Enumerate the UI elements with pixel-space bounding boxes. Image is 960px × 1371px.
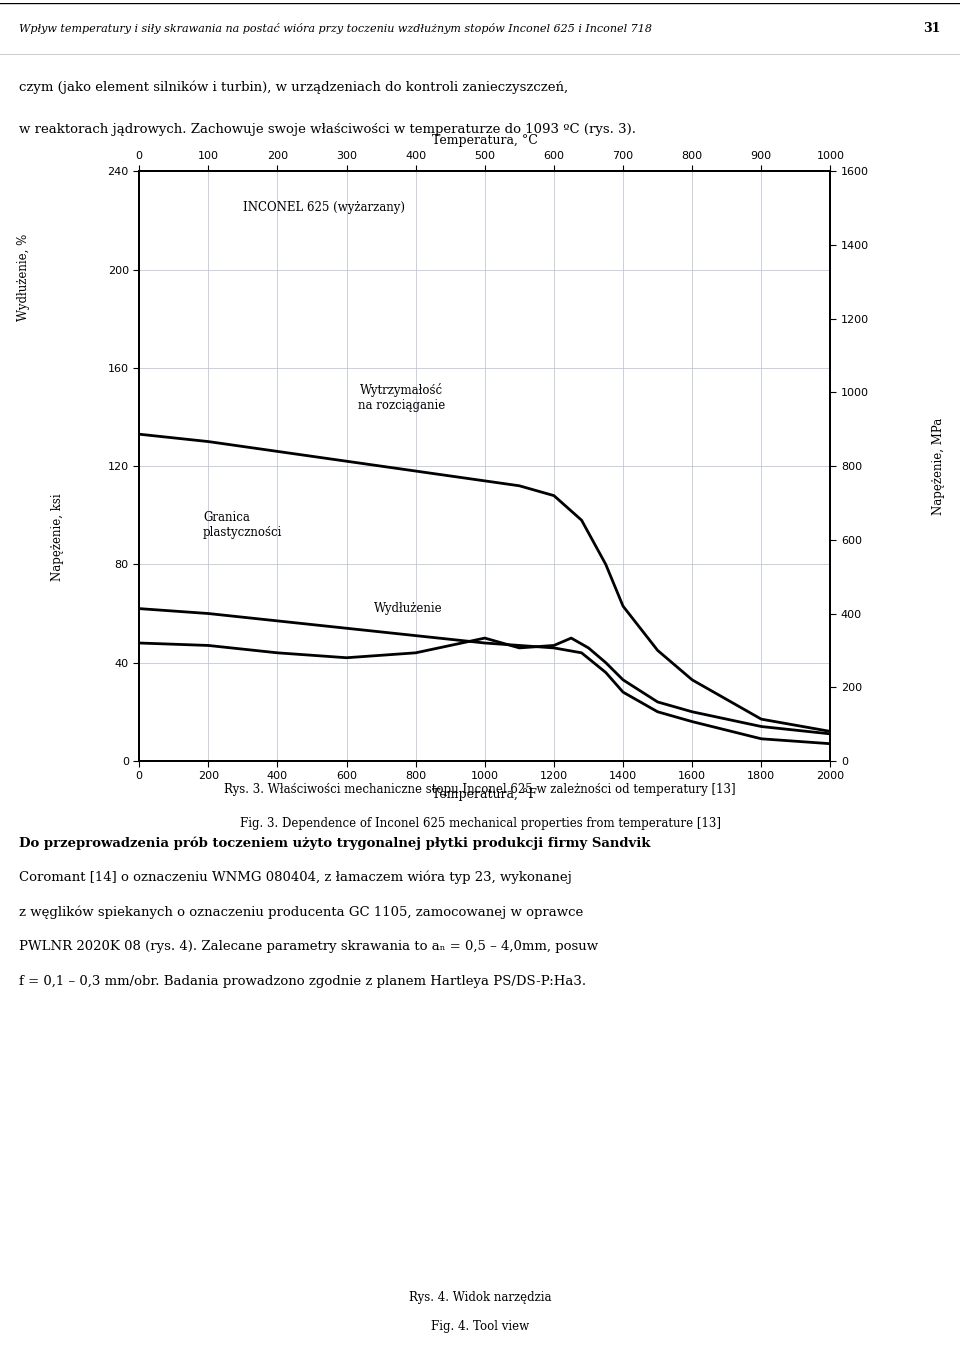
Text: Granica
plastyczności: Granica plastyczności bbox=[204, 511, 282, 539]
Text: Coromant [14] o oznaczeniu WNMG 080404, z łamaczem wióra typ 23, wykonanej: Coromant [14] o oznaczeniu WNMG 080404, … bbox=[19, 871, 572, 884]
X-axis label: Temperatura, °C: Temperatura, °C bbox=[432, 134, 538, 147]
Text: Napężenie, ksi: Napężenie, ksi bbox=[51, 494, 64, 581]
Text: z węglików spiekanych o oznaczeniu producenta GC 1105, zamocowanej w oprawce: z węglików spiekanych o oznaczeniu produ… bbox=[19, 905, 584, 919]
Text: INCONEL 625 (wyżarzany): INCONEL 625 (wyżarzany) bbox=[243, 200, 405, 214]
Text: Fig. 3. Dependence of Inconel 625 mechanical properties from temperature [13]: Fig. 3. Dependence of Inconel 625 mechan… bbox=[239, 817, 721, 829]
Text: f = 0,1 – 0,3 mm/obr. Badania prowadzono zgodnie z planem Hartleya PS/DS-P:Ha3.: f = 0,1 – 0,3 mm/obr. Badania prowadzono… bbox=[19, 975, 587, 987]
Text: PWLNR 2020K 08 (rys. 4). Zalecane parametry skrawania to aₙ = 0,5 – 4,0mm, posuw: PWLNR 2020K 08 (rys. 4). Zalecane parame… bbox=[19, 941, 598, 953]
Text: Napężenie, MPa: Napężenie, MPa bbox=[932, 418, 946, 514]
X-axis label: Temperatura, °F: Temperatura, °F bbox=[432, 788, 538, 801]
Text: [tool image]: [tool image] bbox=[445, 1143, 515, 1153]
Text: Do przeprowadzenia prób toczeniem użyto trygonalnej płytki produkcji firmy Sandv: Do przeprowadzenia prób toczeniem użyto … bbox=[19, 836, 651, 850]
Text: Fig. 4. Tool view: Fig. 4. Tool view bbox=[431, 1320, 529, 1333]
Text: Wpływ temperatury i siły skrawania na postać wióra przy toczeniu wzdłużnym stopó: Wpływ temperatury i siły skrawania na po… bbox=[19, 23, 652, 34]
Text: Wydłużenie, %: Wydłużenie, % bbox=[17, 234, 31, 321]
Text: Rys. 4. Widok narzędzia: Rys. 4. Widok narzędzia bbox=[409, 1291, 551, 1304]
Text: 31: 31 bbox=[924, 22, 941, 36]
Text: w reaktorach jądrowych. Zachowuje swoje właściwości w temperaturze do 1093 ºC (r: w reaktorach jądrowych. Zachowuje swoje … bbox=[19, 122, 636, 136]
Text: Wytrzymałość
na rozciąganie: Wytrzymałość na rozciąganie bbox=[358, 383, 445, 411]
Text: czym (jako element silników i turbin), w urządzeniach do kontroli zanieczyszczeń: czym (jako element silników i turbin), w… bbox=[19, 80, 568, 93]
Text: Wydłużenie: Wydłużenie bbox=[374, 602, 443, 616]
Text: Rys. 3. Właściwości mechaniczne stopu Inconel 625 w zależności od temperatury [1: Rys. 3. Właściwości mechaniczne stopu In… bbox=[225, 783, 735, 797]
